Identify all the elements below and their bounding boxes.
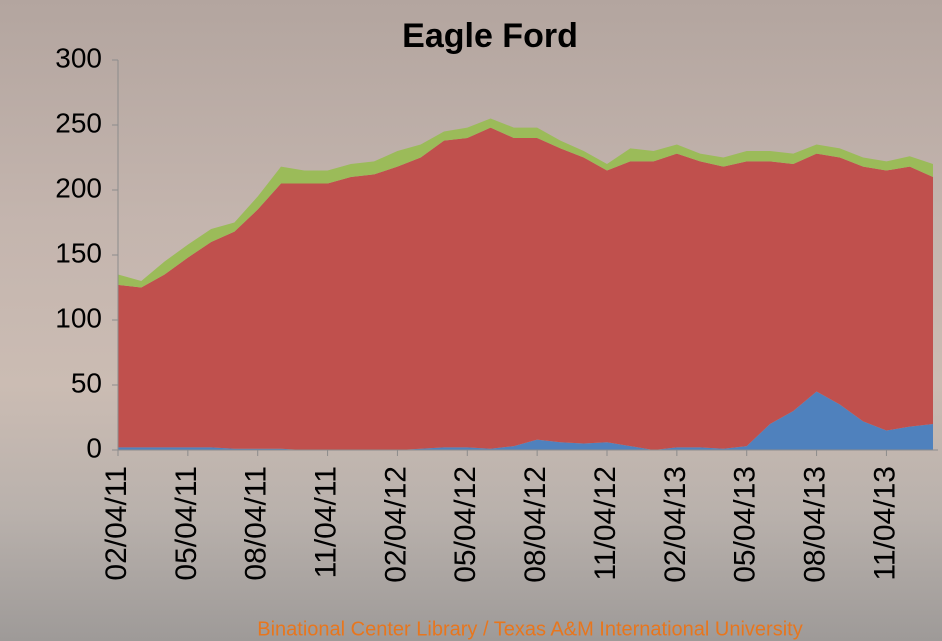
y-tick-label: 250 bbox=[55, 107, 102, 138]
x-tick-label: 02/04/12 bbox=[379, 466, 412, 583]
y-tick-label: 300 bbox=[55, 42, 102, 73]
x-tick-label: 11/04/11 bbox=[309, 466, 342, 578]
y-tick-label: 0 bbox=[86, 432, 102, 463]
x-tick-label: 05/04/12 bbox=[449, 466, 482, 583]
x-tick-label: 08/04/12 bbox=[519, 466, 552, 583]
area bbox=[118, 118, 933, 288]
y-tick-label: 50 bbox=[71, 367, 102, 398]
x-tick-label: 05/04/11 bbox=[170, 466, 203, 581]
x-tick-label: 11/04/12 bbox=[589, 466, 622, 581]
x-tick-label: 08/04/11 bbox=[240, 466, 273, 581]
x-tick-label: 02/04/13 bbox=[659, 466, 692, 583]
y-tick-label: 150 bbox=[55, 237, 102, 268]
x-tick-label: 08/04/13 bbox=[798, 466, 831, 583]
x-tick-label: 05/04/13 bbox=[729, 466, 762, 583]
chart-title: Eagle Ford bbox=[402, 17, 578, 55]
area bbox=[118, 391, 933, 450]
y-tick-label: 200 bbox=[55, 172, 102, 203]
x-tick-label: 02/04/11 bbox=[100, 466, 133, 581]
x-tick-label: 11/04/13 bbox=[868, 466, 901, 581]
footer: Binational Center Library / Texas A&M In… bbox=[257, 618, 802, 640]
y-tick-label: 100 bbox=[55, 302, 102, 333]
area bbox=[118, 127, 933, 450]
